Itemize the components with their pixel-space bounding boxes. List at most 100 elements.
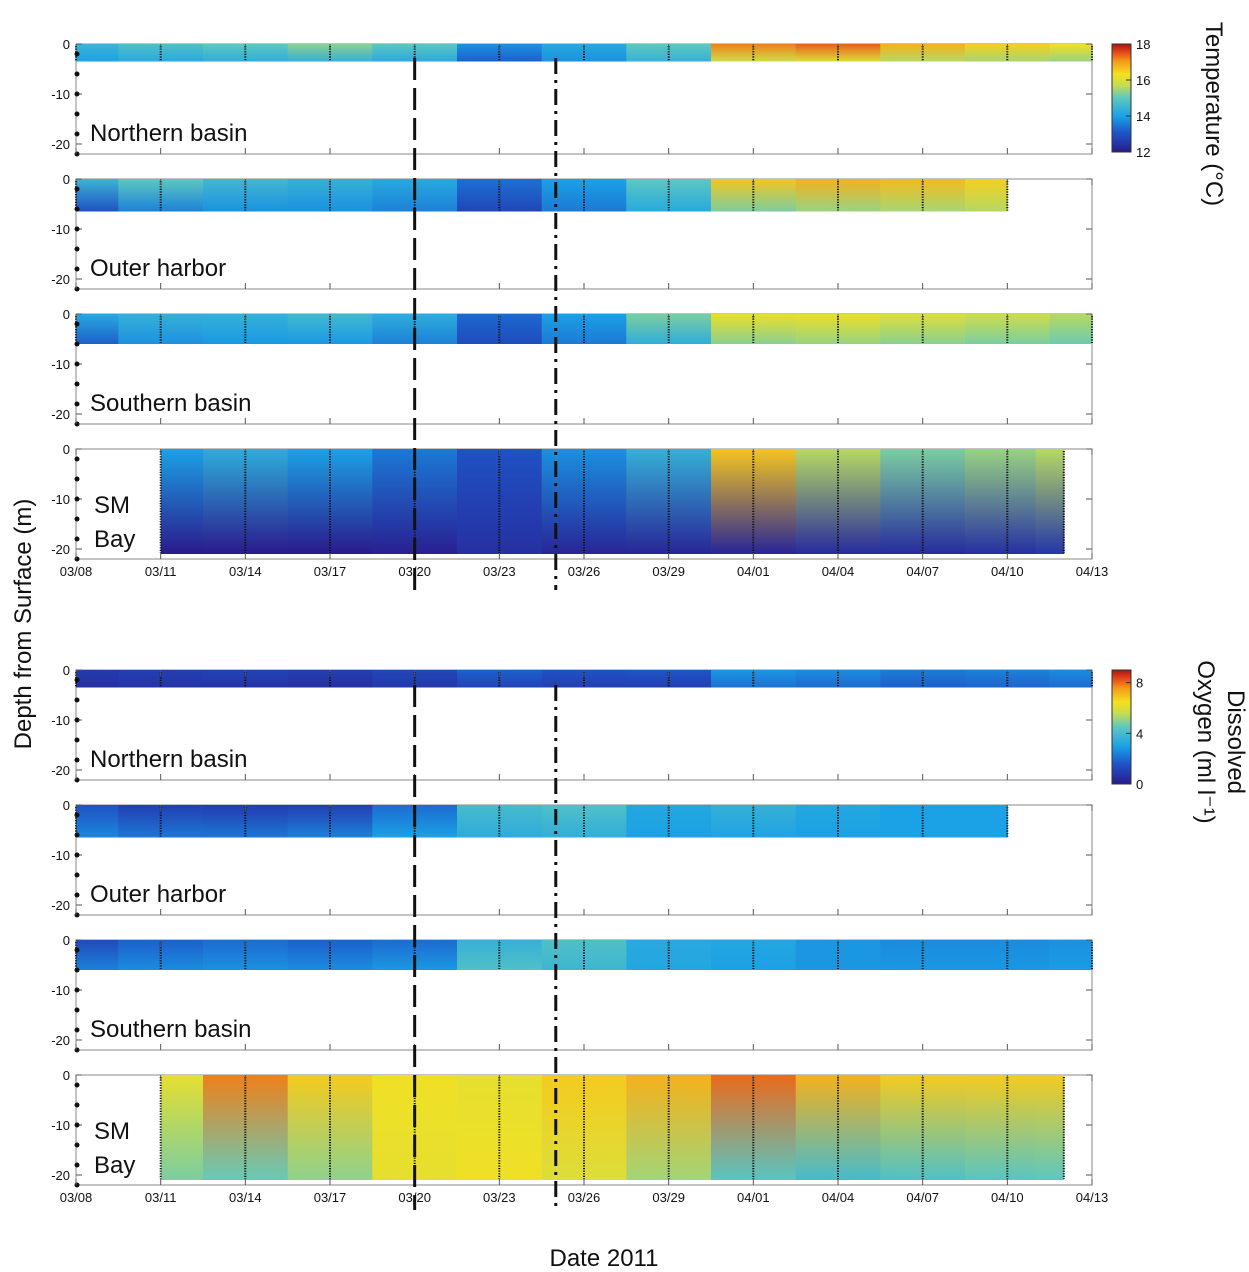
axis-depth-dot xyxy=(74,421,80,427)
colorbar-temperature: 18 16 14 12 Temperature (°C) xyxy=(1111,22,1227,206)
axis-depth-dot xyxy=(74,71,80,77)
axis-depth-dot xyxy=(74,947,80,953)
profile-cell xyxy=(541,670,627,688)
profile-cell xyxy=(372,670,458,688)
axis-depth-dot xyxy=(74,401,80,407)
axis-depth-dot xyxy=(74,912,80,918)
axis-depth-dot xyxy=(74,476,80,482)
profile-cell xyxy=(76,805,119,838)
profile-cell xyxy=(965,805,1008,838)
panel-label: Outer harbor xyxy=(90,255,226,282)
axis-depth-dot xyxy=(74,812,80,818)
event-lines xyxy=(413,58,558,1210)
axis-depth-dot xyxy=(74,892,80,898)
profile-cell xyxy=(76,179,119,212)
axis-depth-dot xyxy=(74,852,80,858)
axis-depth-dot xyxy=(74,186,80,192)
colorbars: 18 16 14 12 Temperature (°C) 8 4 0 DissolvedOxyg… xyxy=(1111,22,1249,824)
x-tick-label: 03/26 xyxy=(568,1190,601,1205)
profile-cell xyxy=(76,44,119,62)
panel-temperature-0: 0 -10 -20 Northern basin xyxy=(51,37,1093,157)
profile-cell xyxy=(203,44,289,62)
x-tick-label: 04/13 xyxy=(1076,1190,1109,1205)
axis-depth-dot xyxy=(74,737,80,743)
axis-depth-dot xyxy=(74,697,80,703)
panel-temperature-2: 0 -10 -20 Southern basin xyxy=(51,307,1093,427)
x-tick-label: 03/29 xyxy=(652,1190,685,1205)
panel-frame xyxy=(75,669,1093,781)
axis-depth-dot xyxy=(74,51,80,57)
profile-cell xyxy=(372,44,458,62)
panel-dissolved_oxygen-2: 0 -10 -20 Southern basin xyxy=(51,933,1093,1053)
profile-cell xyxy=(287,44,373,62)
axis-depth-dot xyxy=(74,456,80,462)
y-tick-label: 0 xyxy=(63,172,70,187)
axis-depth-dot xyxy=(74,1047,80,1053)
axis-depth-dot xyxy=(74,1027,80,1033)
axis-depth-dot xyxy=(74,1142,80,1148)
profile-cell xyxy=(880,670,966,688)
x-tick-label: 03/23 xyxy=(483,564,516,579)
x-tick-label: 03/17 xyxy=(314,564,347,579)
x-tick-label: 04/07 xyxy=(906,1190,939,1205)
x-tick-label: 03/11 xyxy=(145,1190,177,1205)
profile-cell xyxy=(1049,940,1093,970)
axis-depth-dot xyxy=(74,246,80,252)
y-tick-label: -10 xyxy=(51,1118,70,1133)
colorbar-title: Oxygen (ml l⁻¹) xyxy=(1192,660,1219,823)
colorbar-tick-label: 8 xyxy=(1136,676,1143,691)
profile-cell xyxy=(626,670,712,688)
colorbar-tick-label: 14 xyxy=(1136,109,1150,124)
x-tick-label: 04/07 xyxy=(906,564,939,579)
profile-cell xyxy=(626,44,712,62)
profile-cell xyxy=(880,44,966,62)
profile-cell xyxy=(965,179,1008,212)
y-tick-label: -20 xyxy=(51,1033,70,1048)
panel-dissolved_oxygen-3: 0-10-20SMBay03/0803/1103/1403/1703/2003/… xyxy=(51,1068,1108,1205)
colorbar-tick-label: 18 xyxy=(1136,37,1150,52)
y-tick-label: -20 xyxy=(51,137,70,152)
axis-depth-dot xyxy=(74,321,80,327)
y-tick-label: -20 xyxy=(51,272,70,287)
panel-label: SM xyxy=(94,1118,130,1145)
x-tick-label: 04/13 xyxy=(1076,564,1109,579)
y-tick-label: 0 xyxy=(63,798,70,813)
colorbar-ramp xyxy=(1111,669,1132,785)
axis-depth-dot xyxy=(74,91,80,97)
axis-depth-dot xyxy=(74,516,80,522)
y-tick-label: -10 xyxy=(51,87,70,102)
axis-depth-dot xyxy=(74,381,80,387)
profile-cell xyxy=(1049,44,1093,62)
axis-depth-dot xyxy=(74,777,80,783)
y-tick-label: -10 xyxy=(51,713,70,728)
panel-label: SM xyxy=(94,492,130,519)
profile-cell xyxy=(1049,314,1093,344)
x-tick-label: 03/14 xyxy=(229,1190,262,1205)
profile-cell xyxy=(795,44,881,62)
axis-depth-dot xyxy=(74,286,80,292)
panel-label: Bay xyxy=(94,1152,135,1179)
axis-depth-dot xyxy=(74,717,80,723)
axis-depth-dot xyxy=(74,536,80,542)
y-tick-label: -10 xyxy=(51,222,70,237)
profile-cell xyxy=(160,1075,204,1180)
y-tick-label: -10 xyxy=(51,492,70,507)
panel-label: Southern basin xyxy=(90,1016,251,1043)
y-tick-label: 0 xyxy=(63,933,70,948)
panel-dissolved_oxygen-1: 0 -10 -20 Outer harbor xyxy=(51,798,1093,918)
axis-depth-dot xyxy=(74,556,80,562)
axis-depth-dot xyxy=(74,1122,80,1128)
axis-depth-dot xyxy=(74,361,80,367)
profile-cell xyxy=(76,314,119,344)
profile-cell xyxy=(118,44,204,62)
x-tick-label: 03/17 xyxy=(314,1190,347,1205)
profile-cell xyxy=(287,670,373,688)
y-tick-label: -10 xyxy=(51,983,70,998)
y-tick-label: 0 xyxy=(63,307,70,322)
x-tick-label: 04/01 xyxy=(737,564,770,579)
x-tick-label: 03/26 xyxy=(568,564,601,579)
axis-depth-dot xyxy=(74,832,80,838)
axis-depth-dot xyxy=(74,226,80,232)
